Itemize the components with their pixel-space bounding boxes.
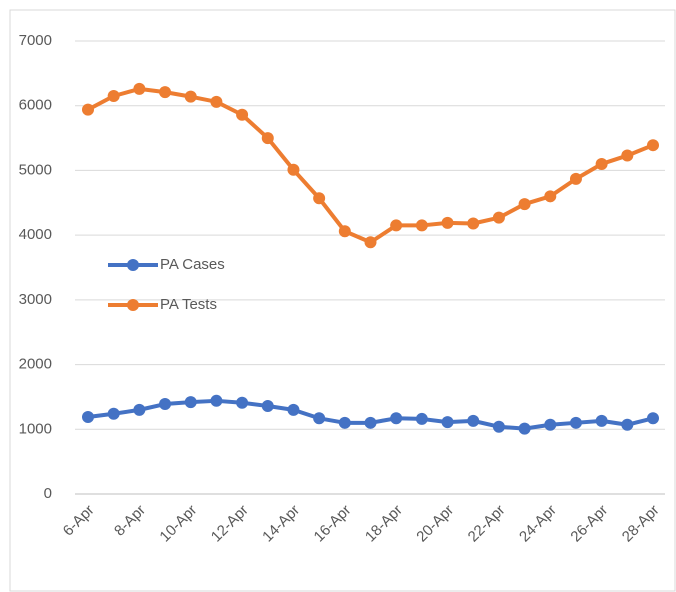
- data-point: [338, 225, 351, 238]
- data-point: [415, 219, 428, 232]
- data-point: [595, 157, 608, 170]
- y-tick-label: 3000: [19, 291, 52, 308]
- legend-marker: [127, 259, 139, 271]
- data-point: [184, 396, 197, 409]
- data-point: [492, 420, 505, 433]
- data-point: [210, 394, 223, 407]
- data-point: [261, 399, 274, 412]
- legend-label: PA Tests: [160, 296, 217, 313]
- y-tick-label: 5000: [19, 161, 52, 178]
- data-point: [441, 416, 454, 429]
- y-tick-label: 0: [44, 485, 52, 502]
- data-point: [518, 422, 531, 435]
- data-point: [569, 172, 582, 185]
- legend-marker: [127, 299, 139, 311]
- data-point: [647, 412, 659, 425]
- data-point: [621, 418, 634, 431]
- data-point: [467, 217, 480, 230]
- data-point: [82, 410, 94, 423]
- data-point: [236, 396, 249, 409]
- data-point: [287, 403, 300, 416]
- data-point: [544, 190, 557, 203]
- data-point: [518, 198, 531, 211]
- data-point: [184, 90, 197, 103]
- data-point: [82, 103, 94, 116]
- data-point: [544, 418, 557, 431]
- data-point: [107, 90, 120, 103]
- data-point: [621, 149, 634, 162]
- data-point: [364, 236, 377, 249]
- data-point: [467, 414, 480, 427]
- y-tick-label: 4000: [19, 226, 52, 243]
- data-point: [390, 219, 403, 232]
- data-point: [415, 412, 428, 425]
- data-point: [313, 192, 326, 205]
- data-point: [338, 416, 351, 429]
- data-point: [364, 416, 377, 429]
- data-point: [133, 82, 146, 95]
- data-point: [287, 163, 300, 176]
- data-point: [492, 211, 505, 224]
- data-point: [133, 403, 146, 416]
- data-point: [441, 216, 454, 229]
- y-tick-label: 1000: [19, 420, 52, 437]
- data-point: [390, 412, 403, 425]
- data-point: [159, 86, 172, 99]
- data-point: [210, 95, 223, 108]
- data-point: [107, 407, 120, 420]
- data-point: [647, 139, 659, 152]
- data-point: [569, 416, 582, 429]
- data-point: [261, 132, 274, 145]
- data-point: [236, 108, 249, 121]
- data-point: [159, 398, 172, 411]
- legend-label: PA Cases: [160, 256, 225, 273]
- y-tick-label: 6000: [19, 97, 52, 114]
- data-point: [313, 412, 326, 425]
- data-point: [595, 414, 608, 427]
- y-tick-label: 7000: [19, 32, 52, 49]
- y-tick-label: 2000: [19, 356, 52, 373]
